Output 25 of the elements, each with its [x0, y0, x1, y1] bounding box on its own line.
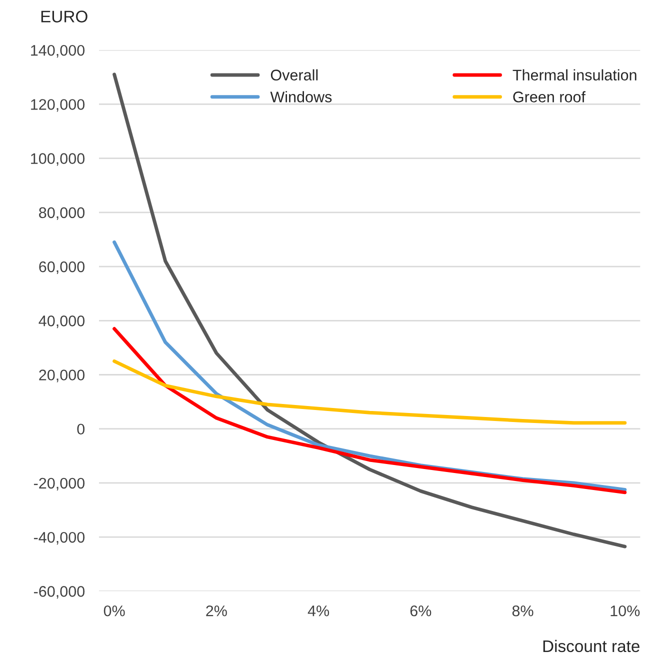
y-tick-label: 20,000 [39, 370, 85, 382]
legend-label: Overall [270, 69, 318, 80]
legend-label: Green roof [513, 91, 586, 102]
y-tick-label: 140,000 [31, 44, 85, 58]
legend-label: Windows [270, 91, 332, 102]
y-tick-label: -60,000 [34, 586, 85, 599]
y-tick-label: 120,000 [31, 99, 85, 112]
y-axis-title: EURO [41, 10, 88, 22]
x-axis-title: Discount rate [543, 640, 640, 652]
y-tick-label: 60,000 [39, 261, 85, 274]
y-tick-label: -40,000 [34, 532, 85, 545]
x-tick-label: 6% [410, 605, 432, 616]
y-tick-label: 80,000 [39, 207, 85, 220]
y-tick-label: -20,000 [34, 478, 85, 490]
x-tick-label: 2% [206, 605, 227, 616]
x-tick-label: 0% [104, 605, 125, 616]
line-series [112, 327, 627, 494]
y-tick-label: 40,000 [38, 316, 85, 328]
y-tick-label: 0 [77, 424, 85, 435]
x-tick-label: 10% [610, 605, 640, 616]
y-tick-label: 100,000 [31, 153, 85, 166]
legend-label: Thermal insulation [512, 69, 636, 80]
x-tick-label: 4% [308, 606, 330, 616]
x-tick-label: 8% [512, 605, 534, 616]
line-series [112, 359, 627, 425]
